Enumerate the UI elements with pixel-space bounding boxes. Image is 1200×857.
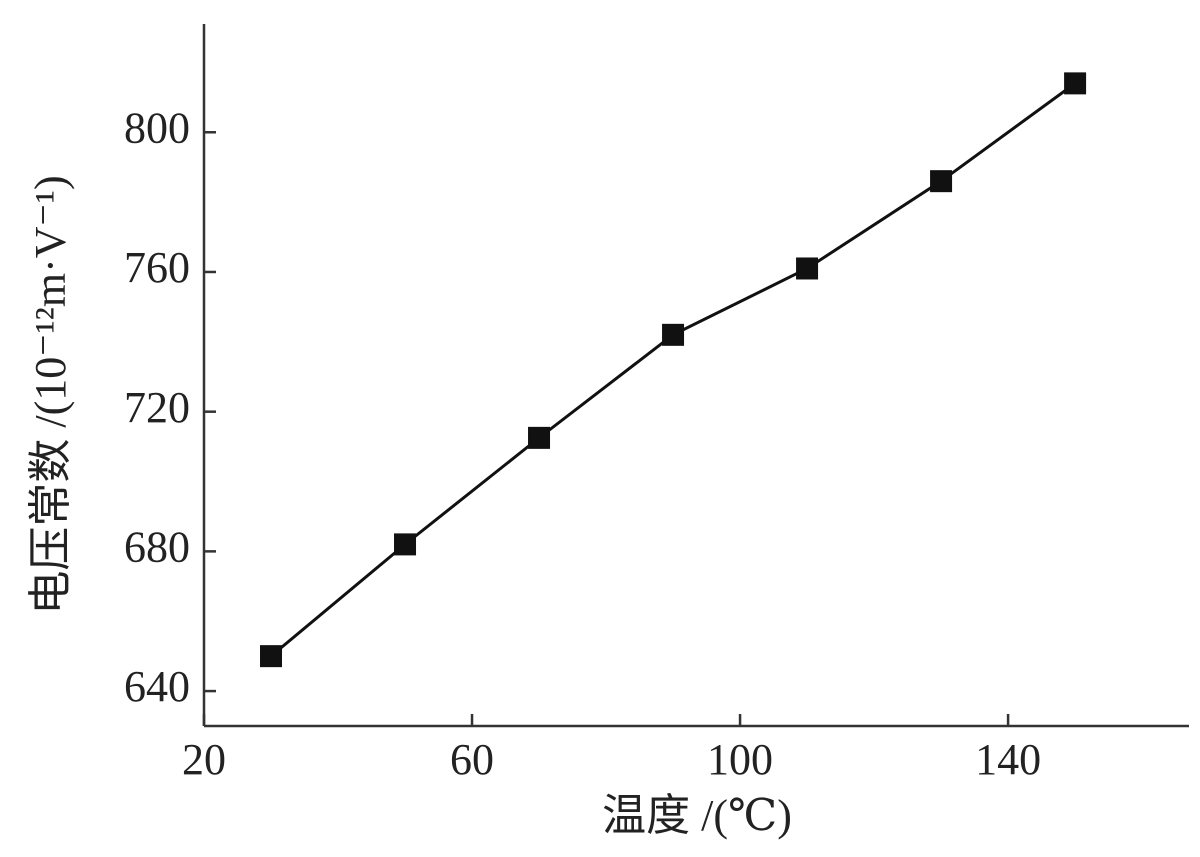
y-tick-label: 720 <box>124 383 190 432</box>
x-axis-label: 温度 /(℃) <box>602 791 792 840</box>
x-tick-label: 20 <box>182 735 226 784</box>
y-tick-label: 680 <box>124 522 190 571</box>
data-point <box>260 645 283 668</box>
x-tick-label: 140 <box>975 735 1041 784</box>
data-point <box>1064 72 1087 95</box>
data-point <box>930 170 953 193</box>
data-line <box>270 82 1076 658</box>
y-tick-label: 800 <box>124 103 190 152</box>
data-point <box>662 323 685 346</box>
y-tick-label: 640 <box>124 662 190 711</box>
x-tick-label: 60 <box>450 735 494 784</box>
y-axis-label: 电压常数 /(10⁻¹²m·V⁻¹) <box>26 175 75 614</box>
x-tick-label: 100 <box>707 735 773 784</box>
data-point <box>528 426 551 449</box>
y-tick-label: 760 <box>124 243 190 292</box>
data-point <box>394 533 417 556</box>
data-point <box>796 257 819 280</box>
